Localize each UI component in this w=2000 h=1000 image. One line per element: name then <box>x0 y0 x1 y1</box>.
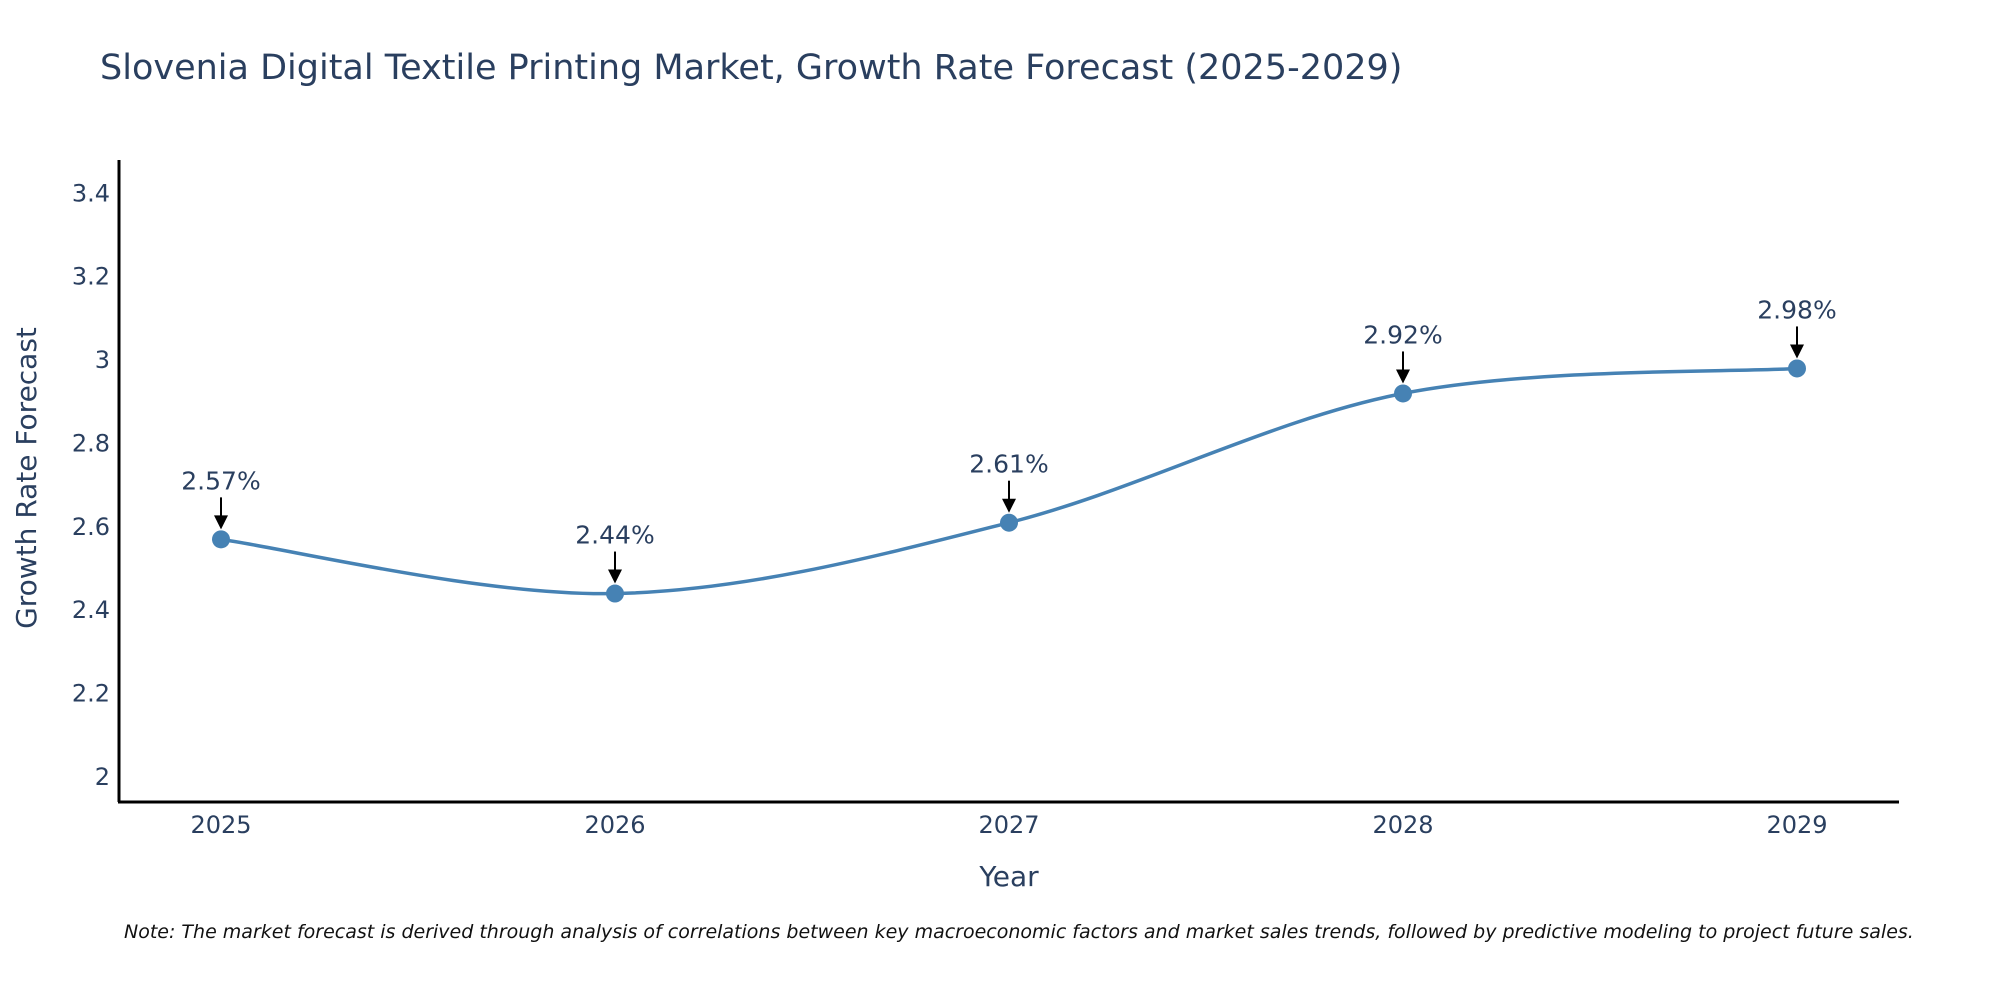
data-label: 2.92% <box>1363 320 1442 349</box>
y-tick-label: 2.4 <box>72 596 110 624</box>
annotation-arrow-head <box>1790 344 1804 359</box>
data-label: 2.98% <box>1757 295 1836 324</box>
data-point <box>1394 384 1412 403</box>
annotation-arrow-head <box>214 515 228 530</box>
data-markers <box>212 359 1806 603</box>
annotation-arrow-head <box>608 569 622 584</box>
data-point <box>606 584 624 603</box>
data-labels: 2.57% 2.44% 2.61% 2.92% 2.98% <box>181 295 1837 584</box>
y-tick-label: 2.2 <box>72 680 110 708</box>
data-point <box>1000 513 1018 532</box>
annotation-arrow-head <box>1002 498 1016 513</box>
plot-area: 22.22.42.62.833.23.4 2025 2026 2027 2028 202… <box>72 160 1899 839</box>
y-axis-title: Growth Rate Forecast <box>10 327 43 629</box>
y-tick-label: 2.8 <box>72 429 110 457</box>
x-tick-label: 2029 <box>1766 811 1827 839</box>
data-point <box>212 530 230 549</box>
y-tick-labels: 2 2.2 2.4 2.6 2.8 3 3.2 3.4 <box>72 179 110 791</box>
y-tick-label: 3.2 <box>72 263 110 291</box>
x-tick-label: 2026 <box>584 811 645 839</box>
x-tick-labels: 2025 2026 2027 2028 2029 <box>190 811 1827 839</box>
y-tick-label: 3 <box>95 346 110 374</box>
data-label: 2.61% <box>969 450 1048 479</box>
data-label: 2.57% <box>181 466 260 495</box>
footnote: Note: The market forecast is derived thr… <box>124 921 1914 943</box>
data-label: 2.44% <box>575 521 654 550</box>
x-tick-label: 2025 <box>190 811 251 839</box>
chart-title: Slovenia Digital Textile Printing Market… <box>100 48 1402 88</box>
x-tick-label: 2027 <box>978 811 1039 839</box>
y-tick-label: 3.4 <box>72 179 110 207</box>
y-tick-label: 2 <box>95 763 110 791</box>
data-point <box>1788 359 1806 378</box>
x-tick-label: 2028 <box>1372 811 1433 839</box>
annotation-arrow-head <box>1396 369 1410 384</box>
x-axis-title: Year <box>978 860 1039 893</box>
y-tick-label: 2.6 <box>72 513 110 541</box>
